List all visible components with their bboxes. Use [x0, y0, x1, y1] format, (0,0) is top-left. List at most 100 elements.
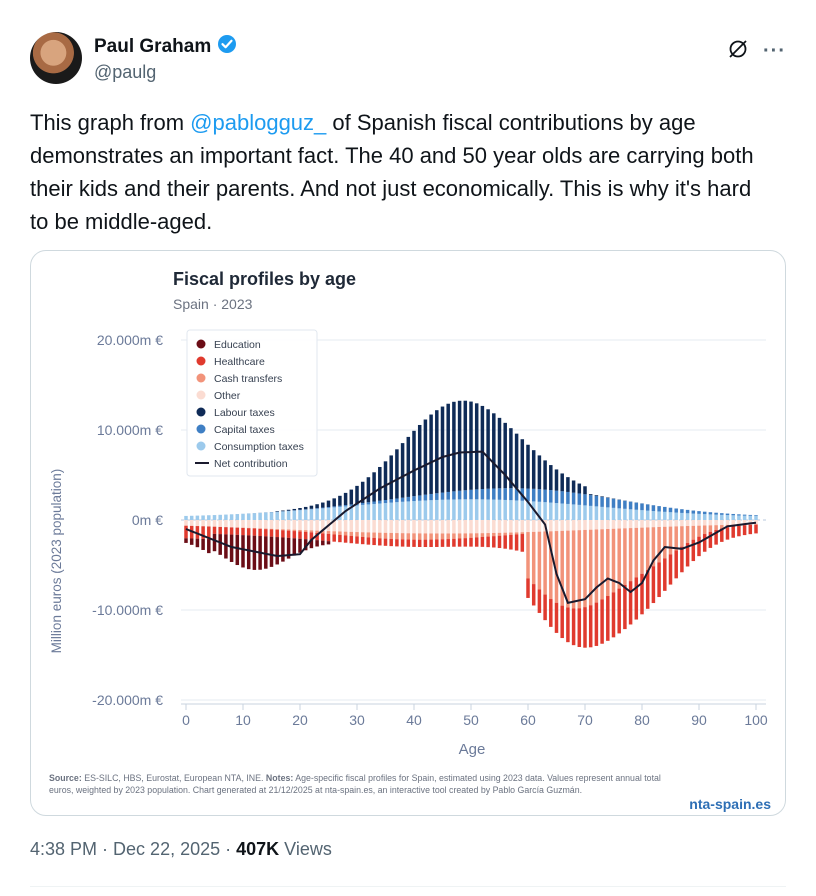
media-card[interactable]: Fiscal profiles by age Spain · 2023 20.0… — [30, 250, 786, 816]
bar-cash-transfers — [423, 533, 428, 540]
x-tick-label: 30 — [349, 712, 365, 728]
bar-consumption-taxes — [303, 509, 308, 520]
bar-capital-taxes — [349, 504, 354, 506]
bar-consumption-taxes — [252, 513, 257, 520]
bar-cash-transfers — [680, 526, 684, 547]
bar-cash-transfers — [315, 530, 319, 533]
avatar[interactable] — [30, 32, 82, 84]
bar-capital-taxes — [685, 509, 690, 514]
bar-healthcare — [343, 535, 348, 543]
bar-labour-taxes — [321, 502, 325, 508]
bar-consumption-taxes — [229, 514, 234, 520]
brand-link[interactable]: nta-spain.es — [689, 796, 771, 812]
y-tick-label: 10.000m € — [97, 422, 163, 438]
bar-labour-taxes — [435, 410, 439, 494]
bar-capital-taxes — [309, 508, 314, 510]
bar-consumption-taxes — [623, 508, 627, 520]
bar-labour-taxes — [338, 495, 342, 506]
bar-other — [566, 520, 570, 531]
bar-consumption-taxes — [486, 499, 490, 520]
tweet-time[interactable]: 4:38 PM — [30, 839, 98, 859]
bar-cash-transfers — [514, 532, 519, 535]
bar-consumption-taxes — [201, 515, 205, 520]
bar-healthcare — [492, 536, 496, 548]
bar-cash-transfers — [714, 525, 718, 530]
bar-labour-taxes — [514, 433, 519, 489]
bar-labour-taxes — [463, 400, 468, 491]
bar-healthcare — [714, 529, 718, 545]
bar-cash-transfers — [417, 533, 422, 540]
bar-labour-taxes — [315, 504, 319, 509]
author-name[interactable]: Paul Graham — [94, 35, 212, 57]
bar-other — [224, 520, 228, 528]
bar-consumption-taxes — [281, 511, 285, 520]
legend-swatch — [196, 424, 206, 434]
bar-healthcare — [366, 537, 371, 545]
bar-other — [406, 520, 411, 534]
bar-consumption-taxes — [452, 499, 456, 520]
bar-healthcare — [235, 527, 240, 535]
bar-labour-taxes — [520, 439, 525, 489]
bar-cash-transfers — [349, 531, 354, 537]
bar-consumption-taxes — [383, 503, 388, 520]
bar-capital-taxes — [691, 510, 696, 514]
tweet-date[interactable]: Dec 22, 2025 — [113, 839, 221, 859]
legend-swatch — [196, 407, 206, 417]
bar-other — [725, 520, 730, 525]
bar-other — [229, 520, 234, 528]
bar-other — [480, 520, 485, 534]
legend-label: Capital taxes — [214, 424, 275, 436]
bar-labour-taxes — [492, 413, 496, 489]
bar-capital-taxes — [657, 506, 661, 512]
author-handle[interactable]: @paulg — [94, 62, 157, 82]
bar-consumption-taxes — [634, 509, 639, 520]
bar-consumption-taxes — [668, 512, 673, 520]
grok-icon[interactable] — [727, 38, 749, 65]
bar-labour-taxes — [332, 498, 336, 507]
bar-consumption-taxes — [685, 513, 690, 520]
bar-labour-taxes — [446, 403, 450, 492]
bar-healthcare — [737, 525, 741, 537]
bar-labour-taxes — [497, 417, 502, 489]
bar-other — [514, 520, 519, 533]
bar-other — [503, 520, 507, 533]
bar-capital-taxes — [366, 502, 371, 505]
bar-consumption-taxes — [725, 515, 730, 520]
bar-education — [315, 540, 319, 547]
bar-healthcare — [645, 570, 650, 609]
bar-healthcare — [201, 526, 205, 539]
x-tick-label: 60 — [520, 712, 536, 728]
bar-capital-taxes — [486, 488, 490, 500]
bar-education — [326, 541, 331, 545]
mention-link[interactable]: @pablogguz_ — [190, 110, 327, 135]
bar-healthcare — [212, 526, 217, 534]
bar-capital-taxes — [457, 490, 462, 500]
bar-consumption-taxes — [412, 501, 416, 520]
author-row[interactable]: Paul Graham — [94, 34, 237, 59]
bar-consumption-taxes — [446, 499, 450, 520]
bar-labour-taxes — [423, 419, 428, 495]
bar-healthcare — [754, 524, 758, 534]
bar-other — [315, 520, 319, 531]
bar-cash-transfers — [668, 526, 673, 555]
bar-consumption-taxes — [600, 506, 604, 520]
bar-capital-taxes — [338, 505, 342, 507]
bar-labour-taxes — [537, 455, 542, 490]
chart-subtitle: Spain · 2023 — [173, 296, 253, 312]
bar-capital-taxes — [332, 506, 336, 508]
bar-other — [389, 520, 393, 533]
bar-capital-taxes — [537, 489, 542, 502]
bar-cash-transfers — [509, 532, 513, 535]
bar-labour-taxes — [571, 480, 576, 493]
bar-cash-transfers — [594, 529, 599, 603]
legend-label: Other — [214, 390, 241, 402]
more-icon[interactable]: ··· — [763, 40, 786, 62]
bar-capital-taxes — [543, 489, 547, 503]
bar-consumption-taxes — [549, 502, 553, 520]
bar-labour-taxes — [372, 472, 376, 502]
bar-other — [417, 520, 422, 534]
views-label: Views — [284, 839, 332, 859]
bar-consumption-taxes — [406, 501, 411, 520]
bar-capital-taxes — [321, 507, 325, 509]
